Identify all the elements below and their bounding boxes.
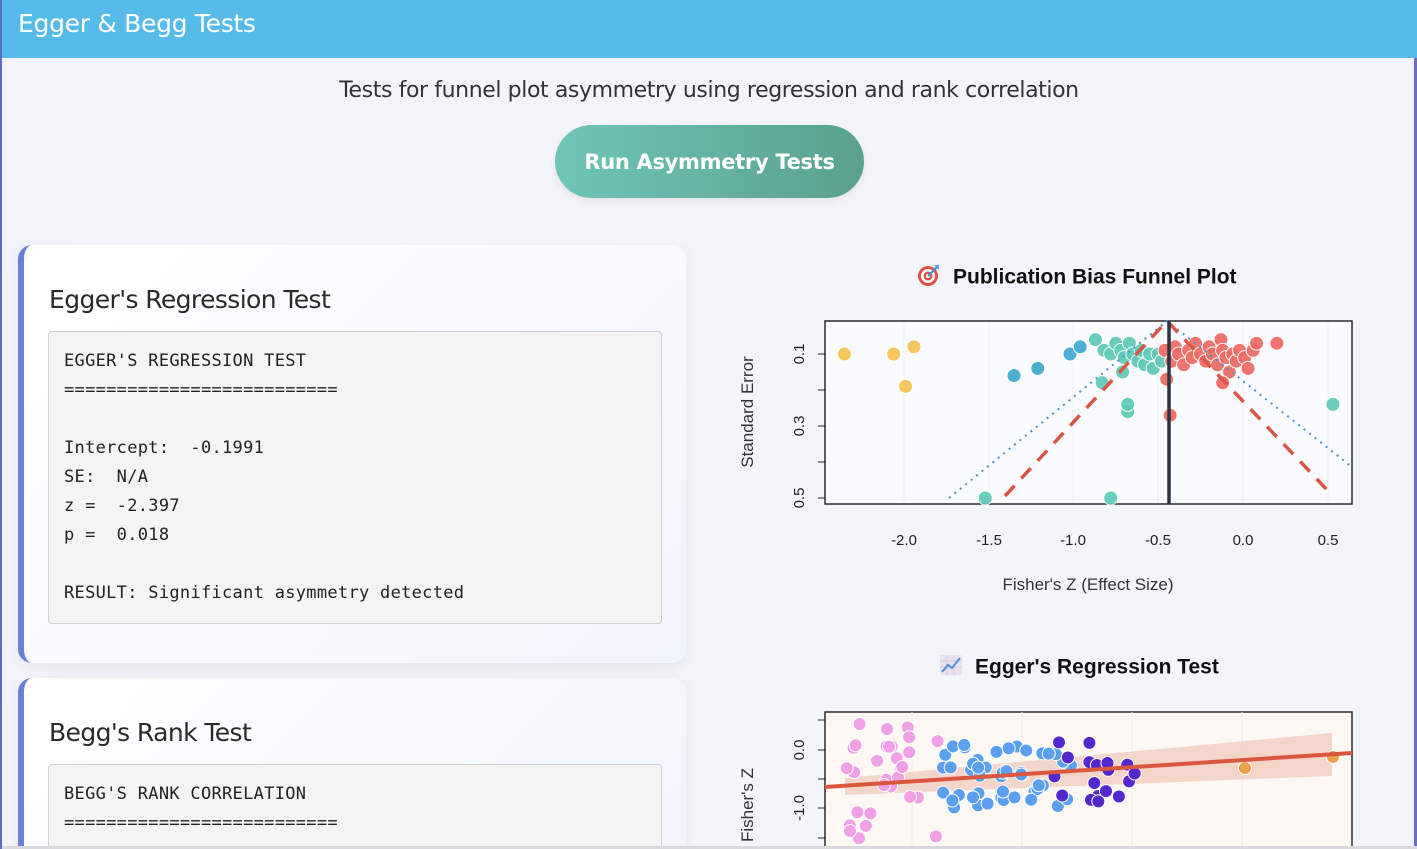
x-tick: -1.0	[1060, 532, 1086, 549]
funnel-plot: 0.1 0.3 0.5 -2.0 -1.5 -1.0 -0.5 0.0 0.5 …	[738, 318, 1353, 594]
data-point	[902, 745, 917, 760]
app-header: Egger & Begg Tests	[2, 0, 1417, 58]
data-point	[1060, 750, 1075, 765]
y-tick: -1.0	[791, 795, 808, 821]
data-point	[1082, 735, 1097, 750]
begg-test-card: Begg's Rank Test BEGG'S RANK CORRELATION…	[18, 678, 686, 849]
data-point	[886, 346, 902, 362]
egger-card-title: Egger's Regression Test	[49, 285, 331, 314]
egger-output-box: EGGER'S REGRESSION TEST ================…	[48, 331, 662, 624]
funnel-plot-title: Publication Bias Funnel Plot	[917, 263, 1237, 293]
data-point	[897, 378, 913, 394]
data-point	[1030, 360, 1046, 376]
y-tick: 0.0	[791, 740, 808, 761]
x-tick: -1.5	[976, 532, 1002, 549]
data-point	[1087, 775, 1102, 790]
data-point	[902, 730, 917, 745]
page-title: Egger & Begg Tests	[18, 9, 256, 38]
data-point	[1238, 761, 1252, 775]
data-point	[930, 734, 945, 749]
data-point	[977, 490, 993, 506]
data-point	[1019, 743, 1034, 758]
data-point	[1087, 332, 1103, 348]
data-point	[936, 785, 951, 800]
data-point	[943, 760, 958, 775]
data-point	[850, 805, 865, 820]
data-point	[852, 831, 867, 846]
data-point	[882, 739, 897, 754]
x-tick: -2.0	[891, 532, 917, 549]
data-point	[1007, 790, 1022, 805]
y-axis-label: Standard Error	[738, 356, 757, 468]
x-tick: -0.5	[1145, 532, 1171, 549]
x-tick: 0.5	[1318, 532, 1339, 549]
x-tick: 0.0	[1233, 532, 1254, 549]
data-point	[842, 824, 857, 839]
data-point	[1215, 375, 1231, 391]
data-point	[1115, 364, 1131, 380]
egger-regression-plot: 0.0 -1.0 Fisher's Z	[738, 711, 1353, 846]
data-point	[995, 784, 1010, 799]
egger-test-card: Egger's Regression Test EGGER'S REGRESSI…	[18, 245, 686, 663]
data-point	[895, 760, 910, 775]
data-point	[1240, 360, 1256, 376]
data-point	[1221, 364, 1237, 380]
data-point	[1249, 335, 1265, 351]
x-axis-label: Fisher's Z (Effect Size)	[1002, 575, 1173, 594]
egger-plot-title: Egger's Regression Test	[939, 654, 1219, 682]
data-point	[863, 806, 878, 821]
data-point	[1062, 346, 1078, 362]
data-point	[928, 829, 943, 844]
begg-card-title: Begg's Rank Test	[49, 718, 252, 747]
data-point	[852, 717, 867, 732]
data-point	[1269, 335, 1285, 351]
data-point	[880, 722, 895, 737]
page-subtitle: Tests for funnel plot asymmetry using re…	[339, 78, 1079, 103]
data-point	[1159, 371, 1175, 387]
funnel-plot-title-text: Publication Bias Funnel Plot	[953, 265, 1237, 289]
data-point	[1041, 746, 1056, 761]
y-tick: 0.3	[791, 416, 808, 437]
chart-increasing-icon	[939, 654, 963, 682]
data-point	[1120, 396, 1136, 412]
data-point	[1006, 368, 1022, 384]
data-point	[989, 744, 1004, 759]
data-point	[858, 818, 873, 833]
data-point	[1031, 778, 1046, 793]
data-point	[848, 738, 863, 753]
data-point	[1103, 490, 1119, 506]
data-point	[1325, 396, 1341, 412]
data-point	[839, 761, 854, 776]
data-point	[1111, 789, 1126, 804]
data-point	[1052, 735, 1067, 750]
y-axis-label: Fisher's Z	[738, 768, 757, 842]
egger-plot-title-text: Egger's Regression Test	[975, 655, 1219, 679]
data-point	[957, 738, 972, 753]
data-point	[1098, 784, 1113, 799]
bottom-edge	[2, 846, 1417, 849]
data-point	[1024, 792, 1039, 807]
begg-output-box: BEGG'S RANK CORRELATION ================…	[48, 764, 662, 849]
data-point	[1091, 794, 1106, 809]
data-point	[945, 793, 960, 808]
data-point	[903, 789, 918, 804]
data-point	[906, 339, 922, 355]
y-tick: 0.5	[791, 488, 808, 509]
data-point	[966, 790, 981, 805]
data-point	[971, 760, 986, 775]
data-point	[1055, 788, 1070, 803]
data-point	[1001, 741, 1016, 756]
data-point	[870, 753, 885, 768]
data-point	[836, 346, 852, 362]
y-tick: 0.1	[791, 344, 808, 365]
run-asymmetry-tests-button[interactable]: Run Asymmetry Tests	[555, 125, 864, 198]
target-icon	[917, 263, 941, 293]
data-point	[1072, 339, 1088, 355]
data-point	[980, 796, 995, 811]
